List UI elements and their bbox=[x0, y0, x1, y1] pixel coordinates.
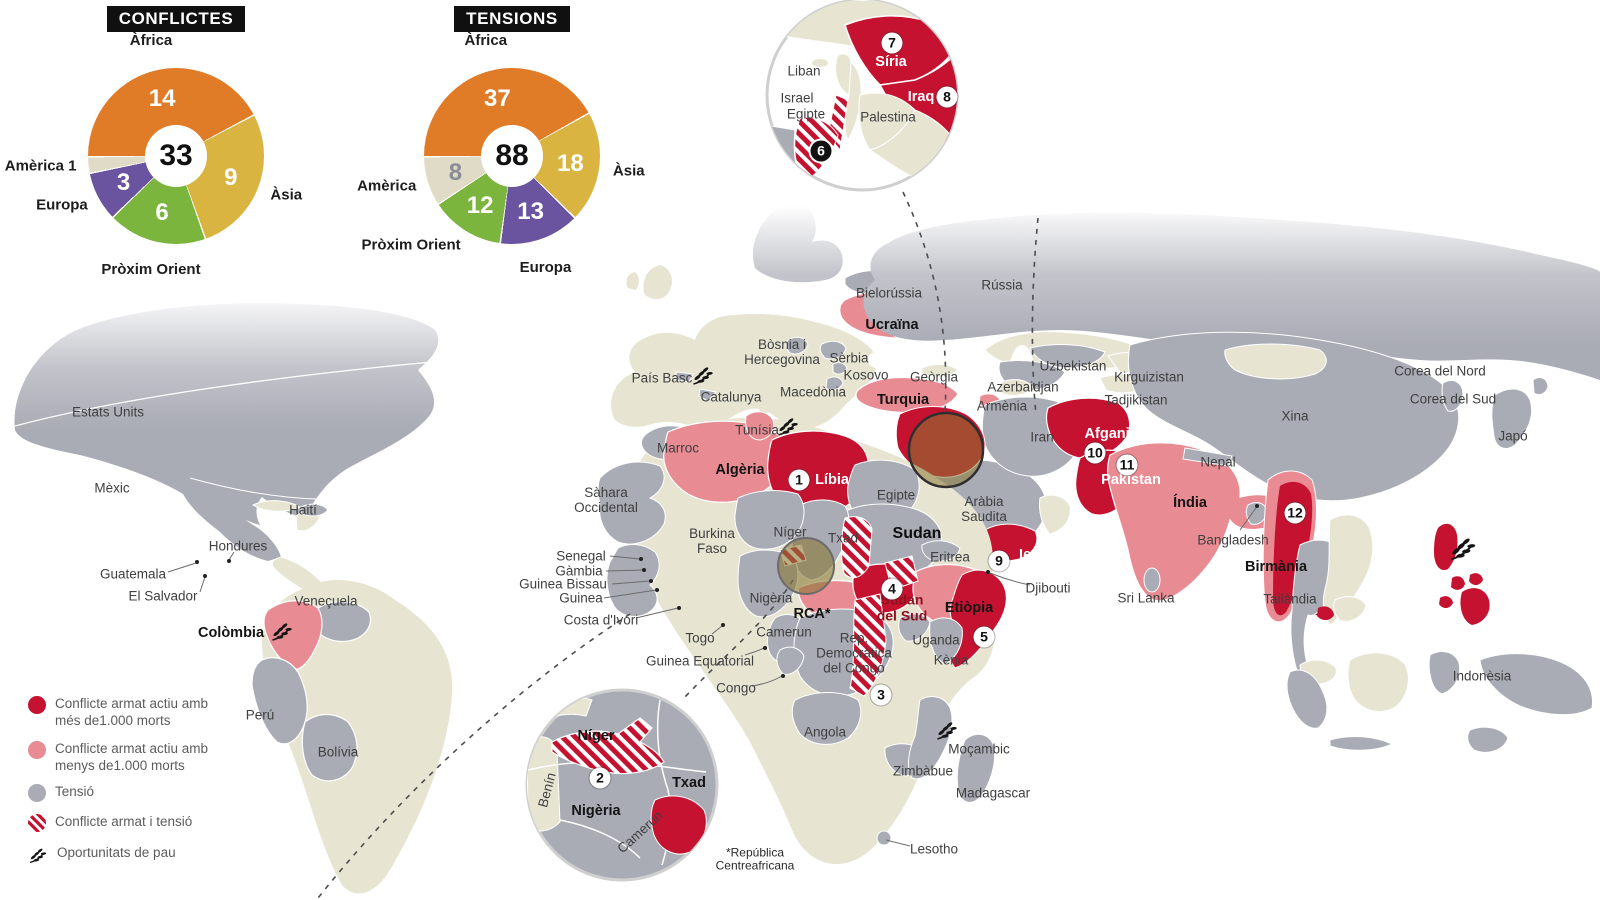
region-south-america bbox=[251, 579, 453, 894]
legend-text: Tensió bbox=[55, 784, 95, 799]
slice-label-Pròxim Orient: Pròxim Orient bbox=[361, 236, 461, 254]
slice-value-Àfrica: 14 bbox=[148, 84, 176, 112]
slice-value-Àfrica: 37 bbox=[484, 84, 511, 112]
sahel-highlight-circle bbox=[777, 537, 835, 595]
donut-wrap: 33 14 Àfrica 9 Àsia 6 Pròxim Orient 3 Europa Amèr… bbox=[5, 32, 326, 281]
legend-item: Tensió bbox=[28, 784, 94, 802]
chart-title: TENSIONS bbox=[454, 6, 570, 32]
donut-wrap: 88 37 Àfrica 18 Àsia 13 Europa 12 Pròxim Orient 8… bbox=[357, 32, 662, 281]
legend-swatch-pink bbox=[28, 741, 46, 759]
legend-item: Oportunitats de pau bbox=[28, 845, 176, 865]
tensions-chart: TENSIONS 88 37 Àfrica 18 Àsia 13 Europa 12 Pròxi… bbox=[357, 6, 662, 286]
syria-highlight-circle bbox=[907, 411, 985, 489]
donut-total: 33 bbox=[145, 125, 207, 187]
slice-label-Àsia: Àsia bbox=[612, 162, 645, 180]
region-africa bbox=[597, 411, 1007, 865]
inset-lake-chad bbox=[525, 688, 719, 882]
legend-swatch-gray bbox=[28, 784, 46, 802]
slice-value-Pròxim Orient: 6 bbox=[155, 199, 169, 227]
slice-label-Àsia: Àsia bbox=[270, 186, 303, 204]
legend-text: Conflicte armat i tensió bbox=[55, 814, 193, 829]
slice-label-Europa: Europa bbox=[36, 196, 88, 214]
legend-swatch-stripe bbox=[28, 814, 46, 832]
legend-text: Oportunitats de pau bbox=[57, 845, 176, 860]
peace-dove-icon bbox=[29, 848, 47, 864]
slice-value-Amèrica: 8 bbox=[448, 158, 463, 186]
chart-title: CONFLICTES bbox=[106, 6, 246, 32]
slice-label-Àfrica: Àfrica bbox=[129, 31, 173, 49]
donut-total: 88 bbox=[481, 125, 543, 187]
slice-label-Amèrica: Amèrica bbox=[357, 177, 417, 195]
slice-label-Pròxim Orient: Pròxim Orient bbox=[101, 261, 201, 278]
inset-middle-east bbox=[765, 0, 959, 192]
region-north-america bbox=[14, 303, 439, 598]
legend-item: Conflicte armat actiu amb menys de1.000 … bbox=[28, 741, 208, 775]
slice-value-Europa: 3 bbox=[116, 169, 131, 197]
slice-value-Àsia: 9 bbox=[224, 163, 238, 191]
legend-swatch-red bbox=[28, 696, 46, 714]
legend-text: Conflicte armat actiu amb menys de1.000 … bbox=[55, 741, 209, 773]
country-philippines bbox=[1434, 523, 1490, 625]
conflicts-chart: CONFLICTES 33 14 Àfrica 9 Àsia 6 Pròxim Orient… bbox=[5, 6, 326, 286]
leader-lines bbox=[167, 504, 1259, 847]
slice-label-Europa: Europa bbox=[519, 258, 572, 276]
slice-label-Àfrica: Àfrica bbox=[464, 32, 508, 50]
legend-item: Conflicte armat i tensió bbox=[28, 814, 192, 832]
dashed-connectors bbox=[317, 191, 1039, 899]
slice-value-Pròxim Orient: 12 bbox=[466, 191, 494, 219]
slice-value-Àsia: 18 bbox=[557, 150, 584, 178]
slice-value-Europa: 13 bbox=[517, 197, 544, 225]
legend-item: Conflicte armat actiu amb més de1.000 mo… bbox=[28, 696, 208, 730]
legend-text: Conflicte armat actiu amb més de1.000 mo… bbox=[55, 696, 209, 728]
slice-label-Amèrica: Amèrica 1 bbox=[4, 157, 77, 175]
